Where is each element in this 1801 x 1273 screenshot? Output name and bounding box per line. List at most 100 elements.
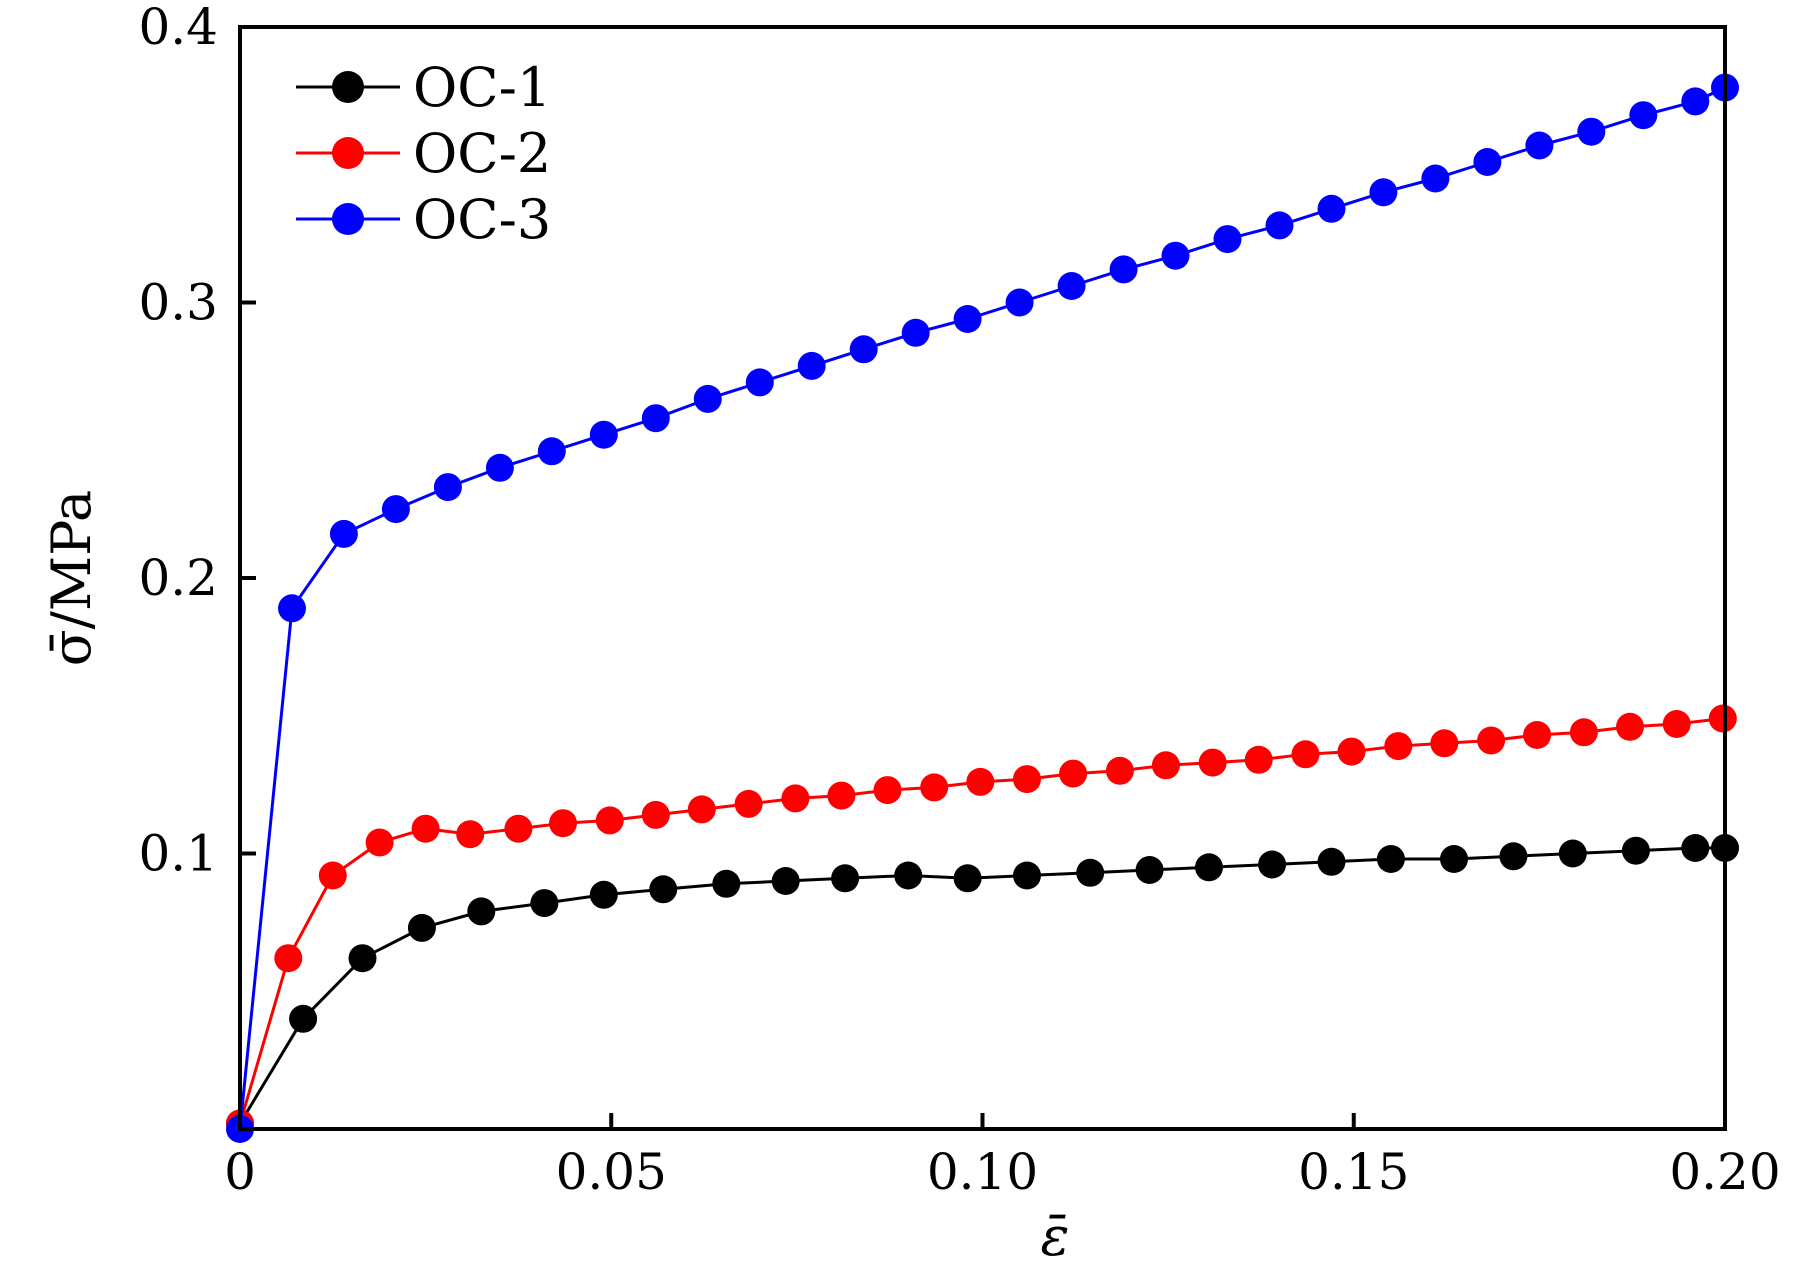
series-oc-3 [226, 73, 1739, 1143]
data-point-oc-1 [530, 889, 559, 918]
data-point-oc-3 [797, 351, 826, 380]
data-point-oc-2 [365, 828, 394, 857]
data-point-oc-2 [549, 809, 577, 838]
data-point-oc-1 [831, 864, 860, 893]
data-point-oc-1 [1376, 845, 1405, 873]
data-point-oc-2 [318, 861, 347, 890]
data-point-oc-2 [1337, 737, 1366, 766]
data-point-oc-3 [1057, 272, 1086, 300]
x-tick-label: 0.20 [1669, 1143, 1780, 1201]
data-point-oc-2 [1013, 765, 1041, 794]
data-point-oc-1 [649, 875, 678, 904]
data-point-oc-3 [1525, 131, 1554, 160]
data-point-oc-2 [734, 789, 763, 818]
data-point-oc-1 [712, 869, 741, 898]
data-point-oc-3 [433, 473, 462, 502]
data-point-oc-3 [1161, 241, 1190, 270]
data-point-oc-1 [1258, 850, 1287, 879]
y-tick-label: 0.1 [138, 825, 218, 883]
data-point-oc-1 [589, 880, 618, 909]
data-point-oc-3 [693, 384, 722, 413]
data-point-oc-3 [381, 495, 410, 524]
data-point-oc-2 [1384, 732, 1413, 761]
data-point-oc-2 [1291, 740, 1320, 769]
data-point-oc-3 [1265, 211, 1294, 240]
data-point-oc-3 [1369, 178, 1398, 207]
x-axis-label: ε̄ [1041, 1205, 1070, 1268]
data-point-oc-2 [1105, 756, 1134, 785]
data-point-oc-1 [1076, 858, 1105, 887]
data-point-oc-2 [827, 781, 856, 810]
data-point-oc-2 [1477, 726, 1506, 755]
legend-marker [332, 137, 364, 169]
data-point-oc-3 [589, 420, 618, 449]
data-point-oc-2 [1151, 751, 1180, 780]
data-point-oc-2 [504, 814, 533, 843]
data-point-oc-3 [901, 318, 930, 347]
x-tick-label: 0 [224, 1143, 256, 1201]
data-point-oc-3 [485, 453, 514, 482]
data-point-oc-3 [1681, 87, 1710, 116]
data-point-oc-2 [595, 806, 624, 835]
data-point-oc-2 [781, 784, 810, 813]
data-point-oc-1 [1621, 836, 1650, 865]
x-tick-label: 0.10 [927, 1143, 1038, 1201]
data-point-oc-2 [1430, 729, 1459, 758]
data-point-oc-1 [407, 913, 436, 942]
data-point-oc-1 [1440, 845, 1468, 873]
legend-item-oc-3: OC-3 [296, 188, 551, 251]
data-point-oc-3 [278, 594, 306, 623]
data-point-oc-1 [348, 944, 377, 973]
legend-marker [332, 71, 364, 103]
data-point-oc-3 [1629, 101, 1658, 130]
data-point-oc-2 [641, 800, 670, 829]
data-point-oc-1 [467, 897, 496, 926]
data-point-oc-2 [1708, 704, 1737, 733]
data-point-oc-2 [1523, 721, 1552, 749]
data-point-oc-1 [1681, 834, 1710, 862]
legend-label: OC-3 [413, 188, 551, 251]
data-point-oc-1 [771, 867, 800, 895]
data-point-oc-2 [920, 773, 949, 802]
data-point-oc-1 [289, 1004, 318, 1033]
data-point-oc-2 [1662, 710, 1691, 738]
data-point-oc-3 [953, 305, 982, 333]
data-point-oc-2 [1244, 745, 1273, 774]
data-point-oc-3 [329, 519, 358, 548]
legend-item-oc-2: OC-2 [296, 122, 551, 185]
data-point-oc-2 [411, 814, 440, 843]
legend-label: OC-1 [413, 56, 551, 119]
data-point-oc-3 [1473, 148, 1502, 176]
series-layer [226, 73, 1739, 1143]
data-point-oc-3 [1109, 255, 1138, 284]
data-point-oc-2 [1616, 712, 1644, 741]
series-oc-1 [226, 834, 1739, 1138]
data-point-oc-3 [641, 404, 670, 433]
data-point-oc-3 [1317, 194, 1346, 223]
data-point-oc-1 [1499, 842, 1528, 871]
data-point-oc-2 [456, 820, 485, 849]
data-point-oc-2 [1198, 748, 1227, 777]
data-point-oc-3 [1421, 164, 1450, 193]
y-tick-label: 0.2 [138, 549, 218, 607]
data-point-oc-2 [966, 767, 995, 796]
ticks-layer: 0 0.05 0.10 0.15 0.20 0.1 0.2 0.3 0.4 [138, 0, 1780, 1201]
data-point-oc-2 [1059, 759, 1088, 788]
data-point-oc-3 [1577, 117, 1606, 146]
legend-label: OC-2 [413, 122, 551, 185]
data-point-oc-2 [687, 795, 716, 824]
legend: OC-1OC-2OC-3 [296, 56, 551, 251]
data-point-oc-1 [1195, 853, 1223, 882]
data-point-oc-3 [537, 437, 566, 466]
data-point-oc-3 [1213, 225, 1242, 254]
y-tick-label: 0.4 [138, 0, 218, 56]
data-point-oc-1 [953, 864, 982, 893]
data-point-oc-2 [1569, 718, 1598, 747]
legend-marker [332, 203, 364, 235]
data-point-oc-3 [1005, 288, 1034, 317]
legend-item-oc-1: OC-1 [296, 56, 551, 119]
data-point-oc-1 [1135, 856, 1164, 884]
x-tick-label: 0.05 [556, 1143, 667, 1201]
